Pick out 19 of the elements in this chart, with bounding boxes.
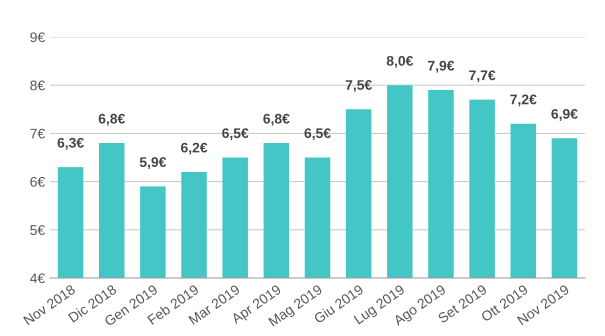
y-tick-label: 5€ xyxy=(30,225,45,235)
data-label: 6,8€ xyxy=(263,114,290,126)
data-label: 6,5€ xyxy=(304,128,331,140)
data-label: 6,2€ xyxy=(181,142,208,155)
data-label: 5,9€ xyxy=(140,157,166,170)
y-tick-label: 6€ xyxy=(30,176,45,187)
data-label: 6,3€ xyxy=(58,138,84,150)
y-tick-label: 7€ xyxy=(30,128,45,139)
y-tick-label: 9€ xyxy=(30,32,45,42)
data-label: 7,5€ xyxy=(346,80,372,92)
data-label: 7,7€ xyxy=(469,70,496,82)
data-label: 8,0€ xyxy=(386,56,414,68)
data-label: 7,9€ xyxy=(428,60,454,73)
data-label: 7,2€ xyxy=(510,94,537,106)
data-label: 6,5€ xyxy=(222,128,248,140)
y-tick-label: 8€ xyxy=(30,80,45,90)
y-tick-label: 4€ xyxy=(30,273,45,284)
data-label: 6,8€ xyxy=(98,114,126,126)
data-label: 6,9€ xyxy=(551,108,578,121)
